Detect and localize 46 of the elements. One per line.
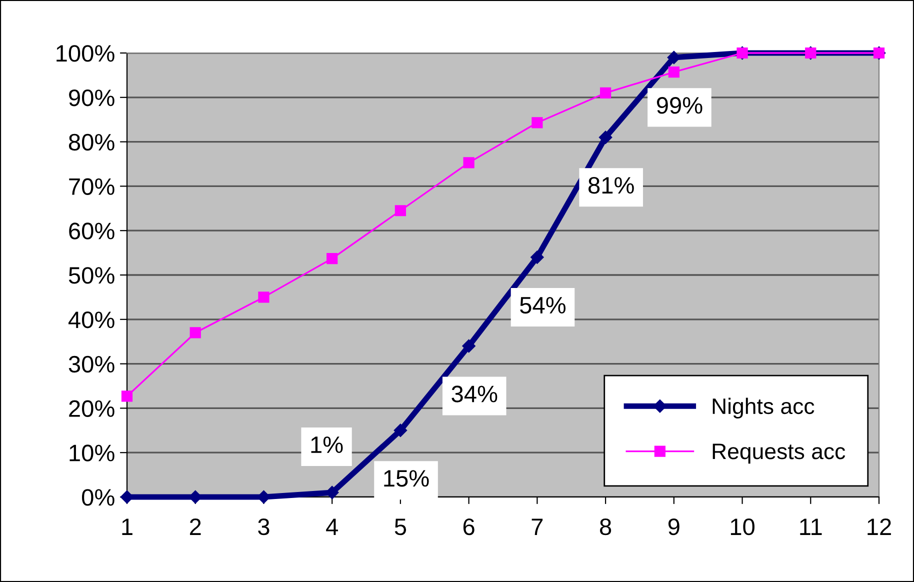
point bbox=[326, 486, 339, 500]
point bbox=[463, 157, 474, 168]
x-tick-label: 11 bbox=[800, 518, 822, 535]
point bbox=[532, 117, 543, 128]
point bbox=[190, 327, 201, 338]
point bbox=[121, 390, 133, 402]
data-label: 15% bbox=[384, 470, 429, 487]
point bbox=[394, 205, 406, 216]
point bbox=[462, 339, 476, 353]
y-tick-label: 60% bbox=[69, 222, 114, 240]
data-label: 99% bbox=[656, 97, 702, 114]
y-tick-label: 30% bbox=[68, 356, 114, 373]
point bbox=[394, 424, 408, 437]
x-tick-label: 7 bbox=[532, 518, 543, 535]
point bbox=[668, 66, 680, 78]
y-tick-label: 90% bbox=[69, 89, 114, 106]
point bbox=[530, 250, 544, 264]
y-tick-label: 40% bbox=[68, 311, 114, 328]
x-tick-label: 10 bbox=[730, 518, 754, 536]
legend-label: Nights acc bbox=[712, 398, 814, 419]
y-tick-label: 10% bbox=[70, 444, 114, 462]
point bbox=[667, 50, 680, 64]
point bbox=[598, 130, 612, 144]
y-tick-label: 50% bbox=[68, 267, 114, 284]
x-tick-label: 4 bbox=[326, 518, 338, 535]
data-label: 34% bbox=[452, 386, 498, 402]
point bbox=[326, 253, 338, 264]
point bbox=[600, 87, 612, 99]
x-tick-label: 6 bbox=[463, 518, 474, 536]
y-tick-label: 70% bbox=[69, 178, 114, 195]
y-tick-label: 0% bbox=[82, 489, 114, 506]
x-tick-label: 8 bbox=[600, 518, 612, 536]
y-tick-label: 20% bbox=[69, 400, 114, 417]
x-tick-label: 3 bbox=[258, 518, 270, 536]
data-label: 1% bbox=[311, 436, 343, 453]
data-label: 81% bbox=[588, 176, 634, 194]
x-tick-label: 1 bbox=[122, 518, 132, 535]
x-tick-label: 2 bbox=[190, 518, 201, 535]
y-tick-label: 100% bbox=[56, 45, 114, 62]
x-tick-label: 9 bbox=[668, 518, 680, 536]
point bbox=[258, 292, 270, 303]
data-label: 54% bbox=[520, 296, 566, 314]
legend-label: Requests acc bbox=[712, 444, 846, 464]
x-tick-label: 5 bbox=[394, 518, 406, 536]
x-tick-label: 12 bbox=[868, 518, 891, 535]
y-tick-label: 80% bbox=[68, 134, 114, 151]
